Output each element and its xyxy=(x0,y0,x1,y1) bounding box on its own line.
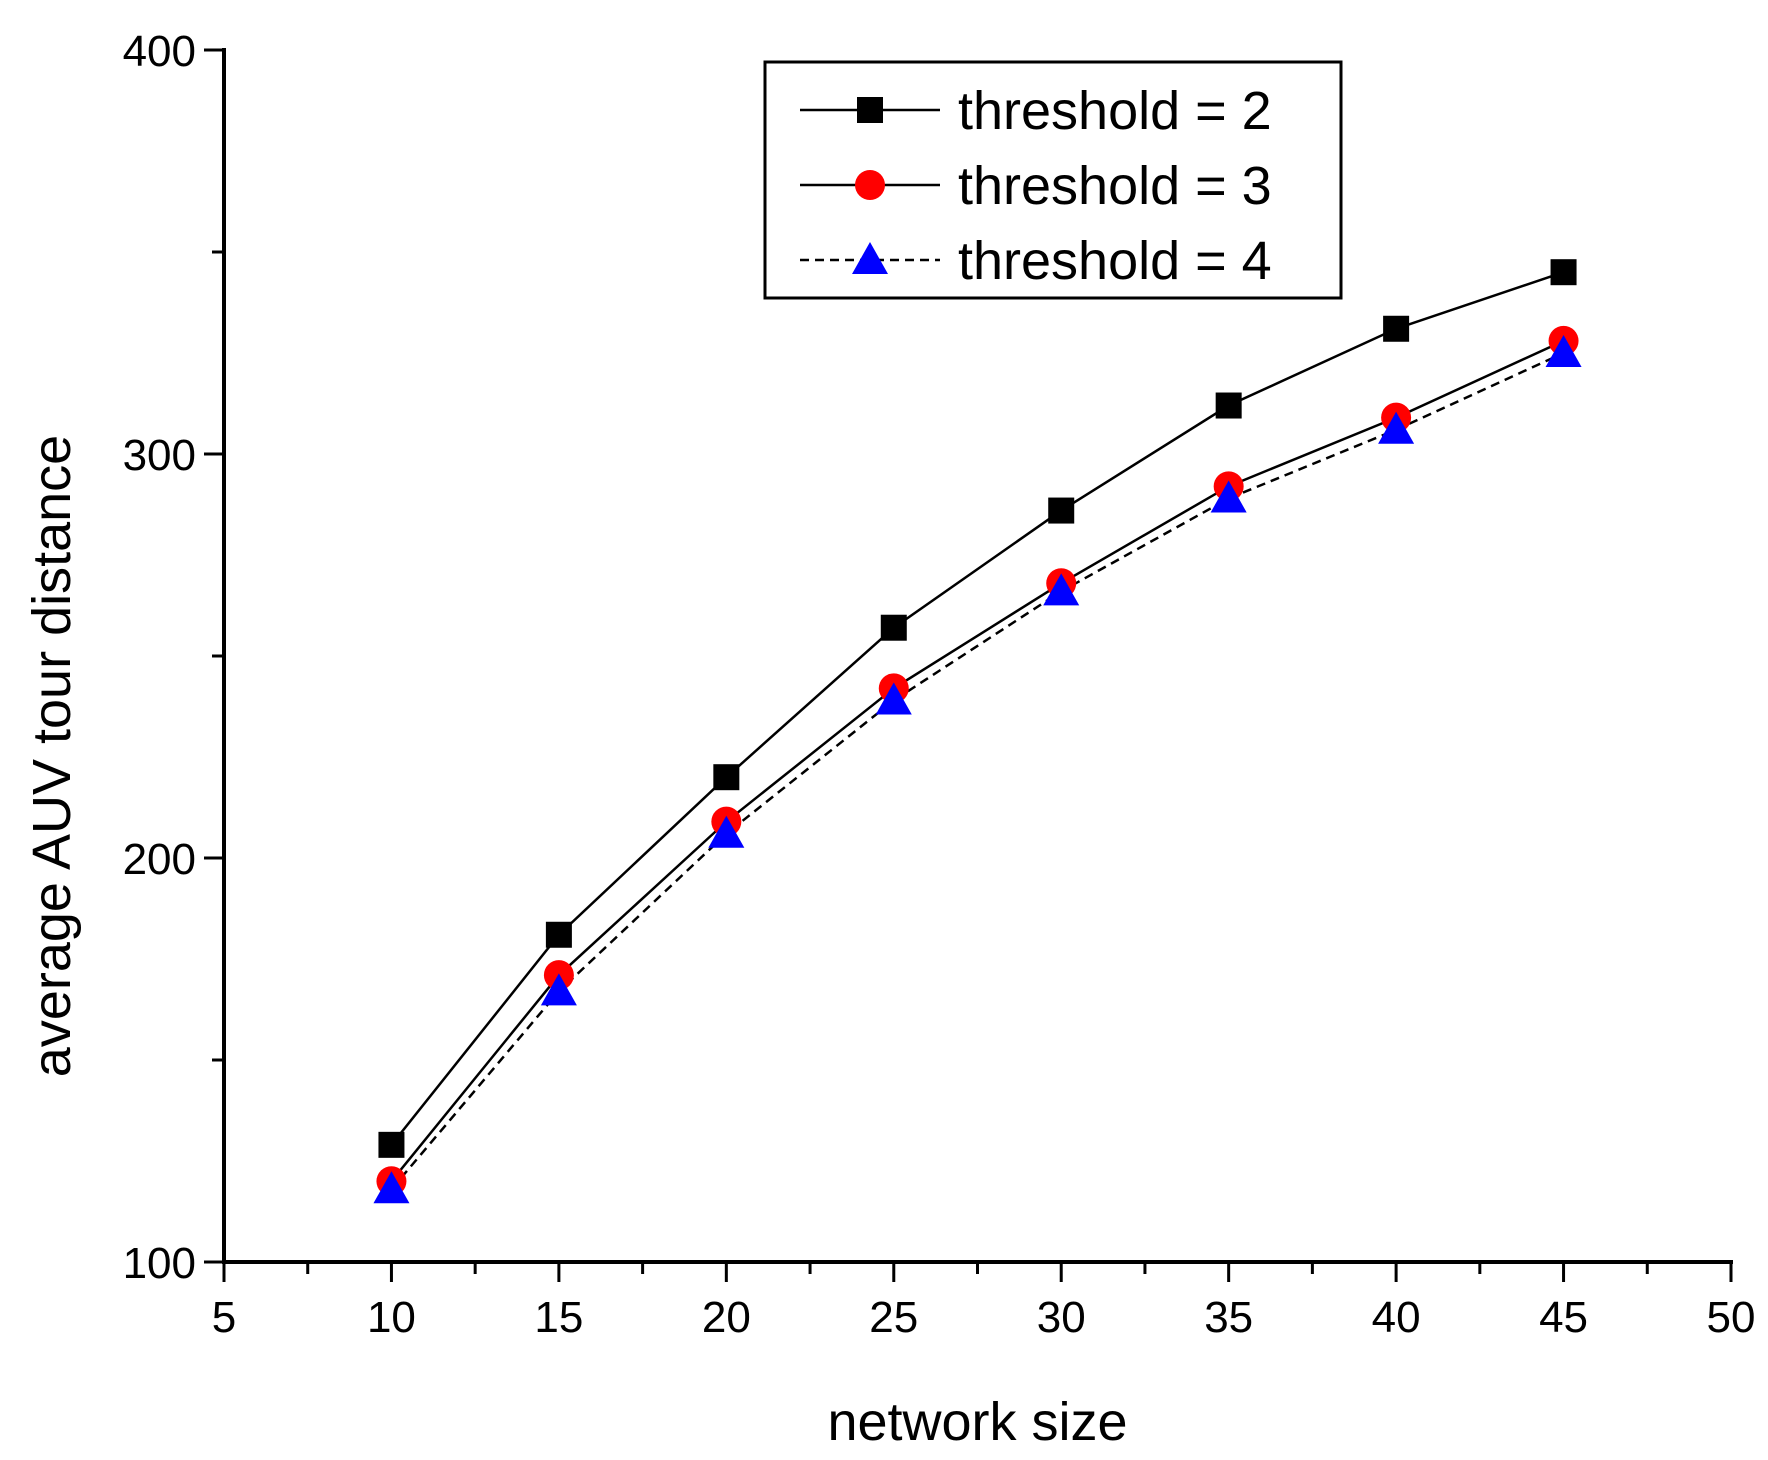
legend-label: threshold = 2 xyxy=(958,81,1272,141)
x-tick-label: 35 xyxy=(1204,1293,1253,1342)
y-tick-label: 400 xyxy=(123,27,196,76)
x-tick-label: 30 xyxy=(1037,1293,1086,1342)
triangle-marker xyxy=(852,242,888,274)
x-tick-label: 40 xyxy=(1372,1293,1421,1342)
axes: 5 10 15 20 25 30 35 40 45 50 100 200 300 400 xyxy=(123,27,1756,1342)
series-lines xyxy=(390,271,1565,1191)
x-tick-label: 5 xyxy=(212,1293,236,1342)
x-tick-label: 15 xyxy=(534,1293,583,1342)
x-tick-label: 45 xyxy=(1539,1293,1588,1342)
square-marker xyxy=(1048,497,1075,524)
series-line-3 xyxy=(390,351,1565,1191)
series-line-1 xyxy=(390,271,1564,1146)
triangle-marker xyxy=(1378,411,1415,444)
series-line-2 xyxy=(390,339,1565,1182)
legend-label: threshold = 3 xyxy=(958,156,1272,216)
x-tick-label: 50 xyxy=(1707,1293,1756,1342)
triangle-marker xyxy=(540,973,577,1006)
x-axis-title: network size xyxy=(827,1392,1127,1452)
y-tick-label: 100 xyxy=(123,1239,196,1288)
x-tick-label: 20 xyxy=(702,1293,751,1342)
x-tick-label: 25 xyxy=(869,1293,918,1342)
square-marker xyxy=(713,764,740,791)
y-axis-title: average AUV tour distance xyxy=(22,435,82,1077)
square-marker xyxy=(545,921,572,948)
triangle-marker xyxy=(1545,335,1582,367)
square-marker xyxy=(1550,259,1577,286)
square-marker xyxy=(880,614,907,641)
square-marker xyxy=(1215,392,1242,419)
y-tick-label: 200 xyxy=(123,835,196,884)
triangle-marker xyxy=(373,1171,410,1204)
triangle-marker xyxy=(1210,480,1247,513)
square-marker xyxy=(857,97,883,123)
triangle-marker xyxy=(875,682,912,715)
circle-marker xyxy=(855,170,885,200)
triangle-marker xyxy=(1043,573,1080,606)
legend: threshold = 2 threshold = 3 threshold = 4 xyxy=(763,60,1343,300)
square-marker xyxy=(378,1131,405,1158)
square-marker xyxy=(1383,315,1410,342)
triangle-marker xyxy=(708,815,745,848)
series-markers xyxy=(373,259,1582,1204)
x-tick-label: 10 xyxy=(367,1293,416,1342)
y-tick-label: 300 xyxy=(123,431,196,480)
legend-label: threshold = 4 xyxy=(958,231,1272,291)
